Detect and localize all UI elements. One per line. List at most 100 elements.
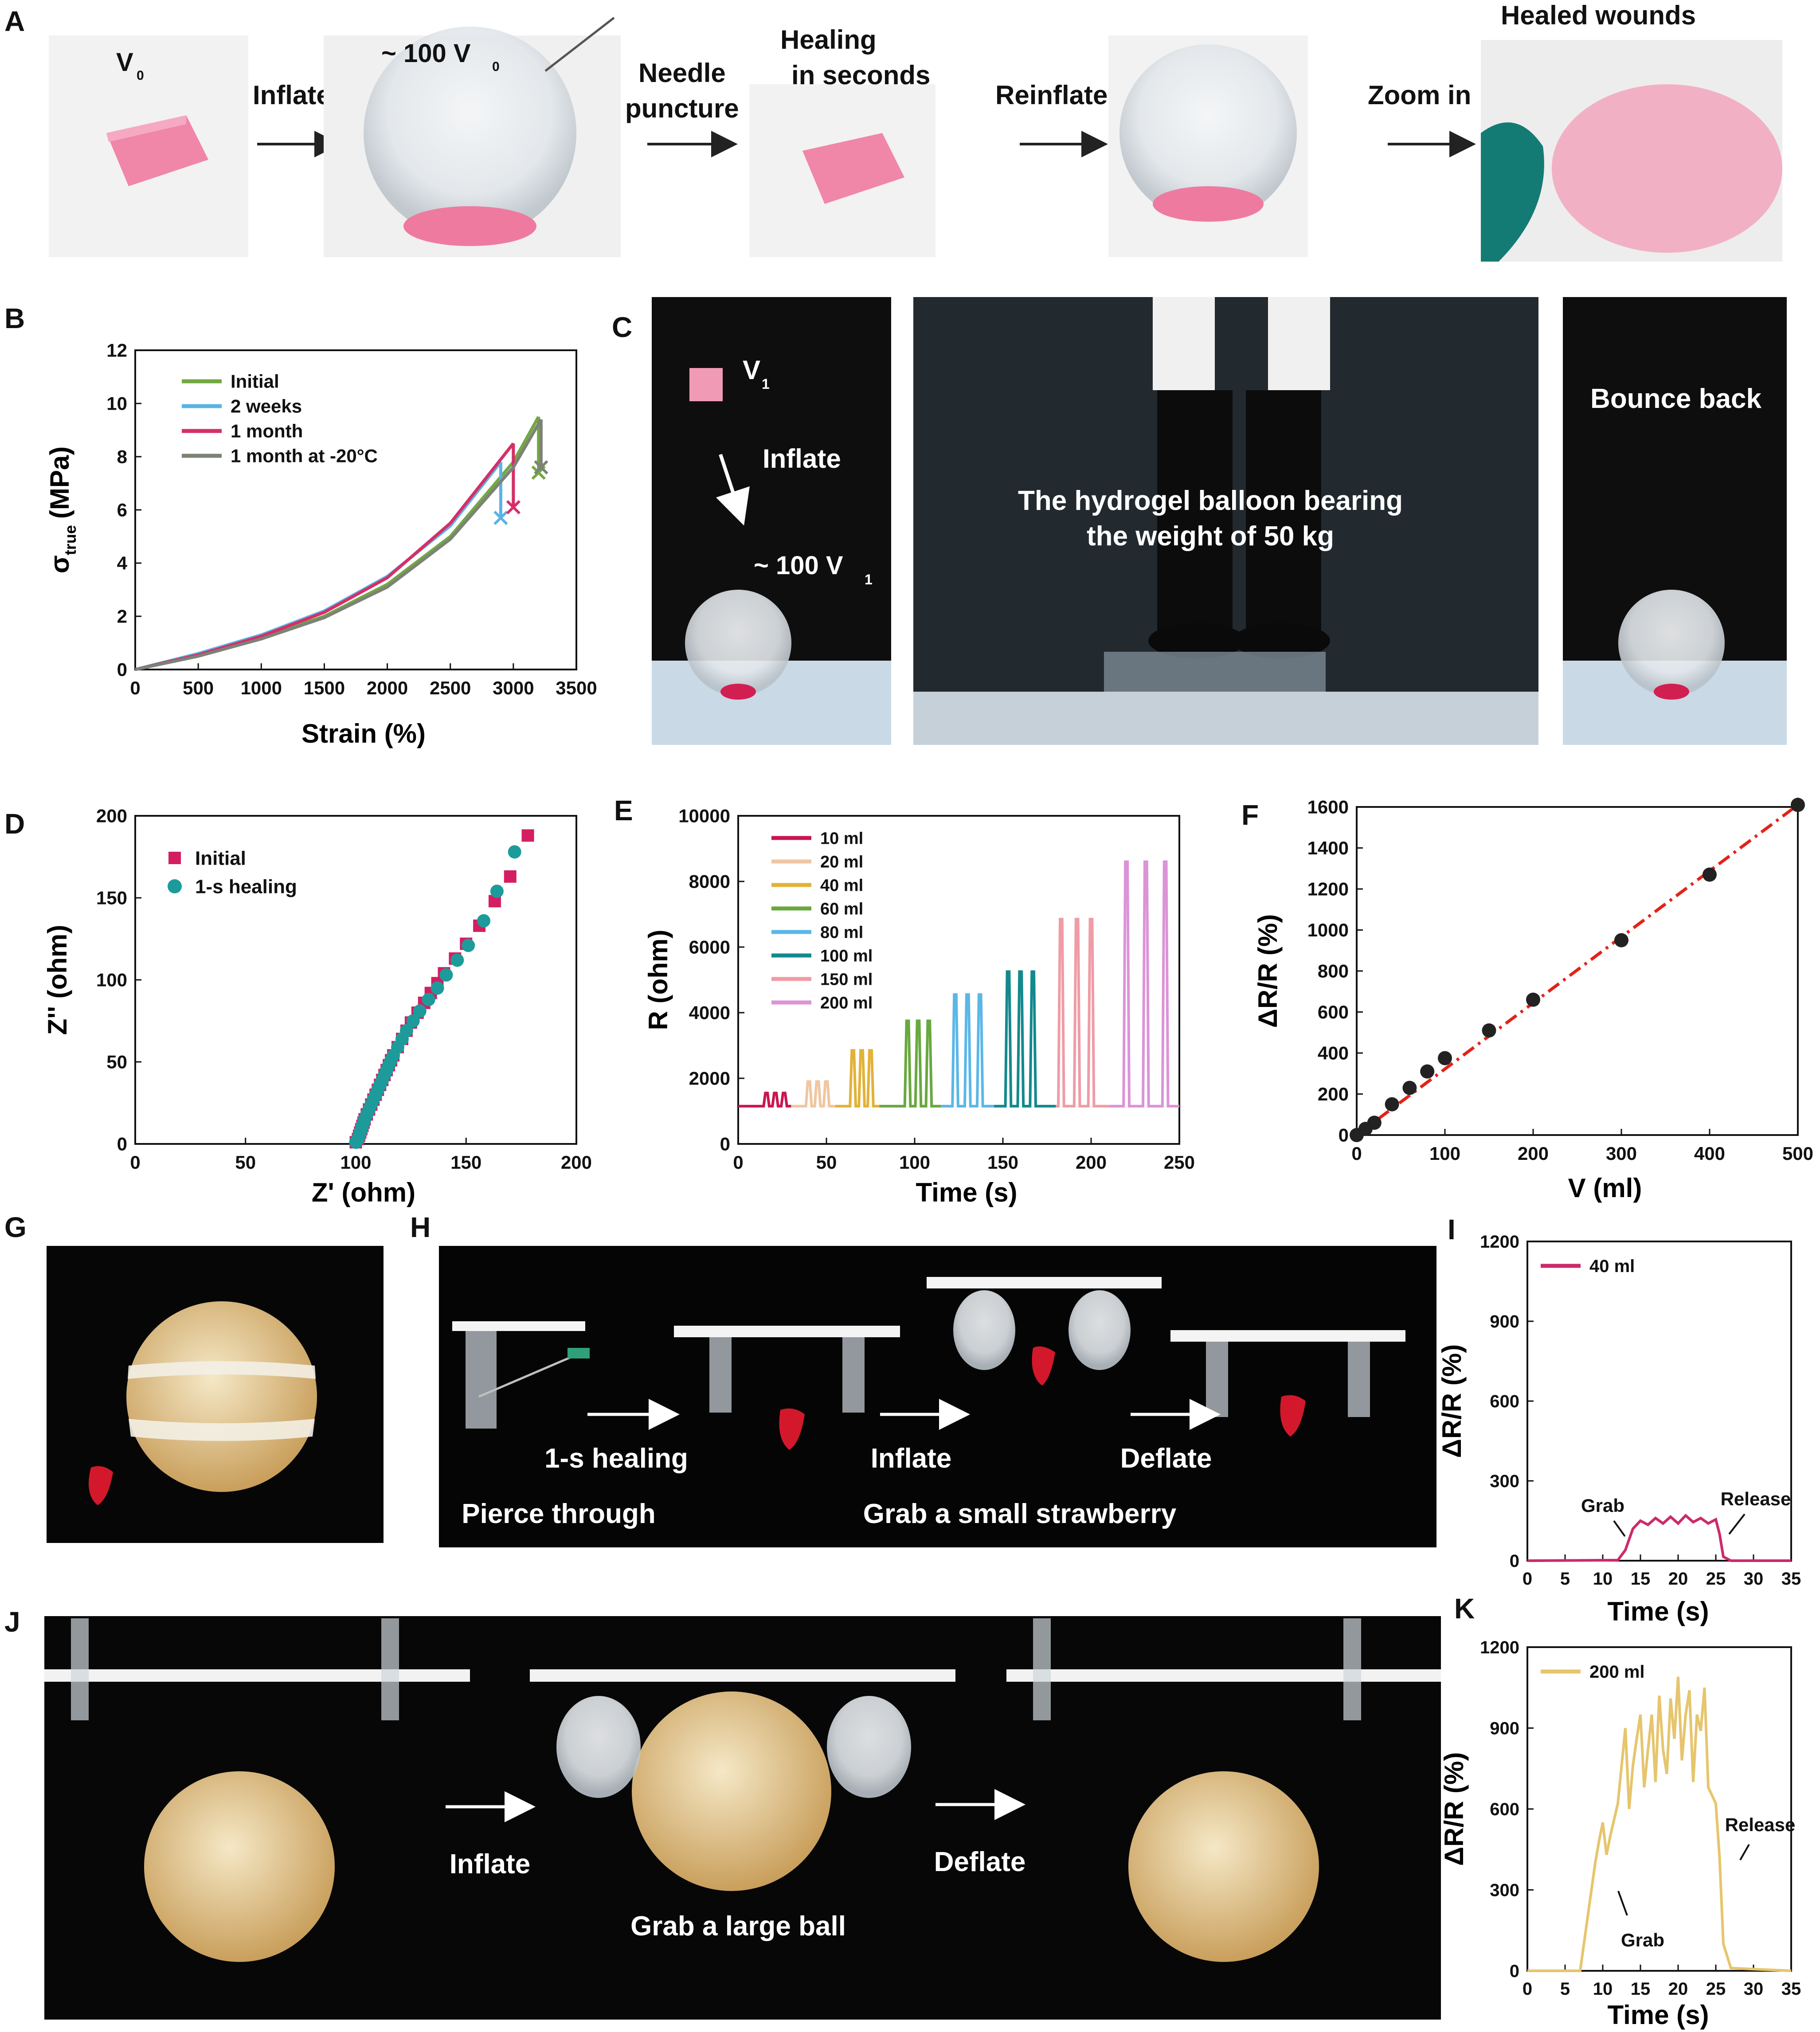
x-tick-label: 0: [1523, 1569, 1532, 1589]
annotation-release: Release: [1721, 1488, 1791, 1509]
data-point: [399, 1024, 413, 1038]
chart-i-frame: [1526, 1241, 1792, 1562]
series-line: [135, 442, 515, 671]
label-bearing-line1: The hydrogel balloon bearing: [1018, 485, 1403, 516]
panel-letter-b: B: [4, 302, 25, 334]
series-line: [738, 1092, 791, 1108]
x-tick-label: 400: [1694, 1143, 1725, 1164]
x-tick-label: 0: [130, 677, 140, 698]
panel-letter-k: K: [1454, 1593, 1475, 1625]
series-line: [791, 1080, 835, 1108]
svg-text:σtrue(MPa): σtrue (MPa): [45, 446, 79, 573]
hydrogel-cube-icon: [689, 368, 723, 401]
label-1s-healing: 1-s healing: [544, 1443, 688, 1474]
legend-label: 40 ml: [820, 876, 863, 895]
chart-b-ylabel-sub: true: [61, 525, 79, 555]
data-point: [1438, 1051, 1452, 1065]
y-tick-label: 0: [117, 659, 127, 680]
panel-c: V 1 Inflate ~ 100 V 1 The hydrogel ballo…: [652, 297, 1787, 745]
y-tick-label: 0: [1510, 1551, 1519, 1571]
x-tick-label: 20: [1668, 1979, 1688, 1999]
x-tick-label: 200: [1518, 1143, 1549, 1164]
arrow-c: [716, 454, 750, 526]
legend-label: 1-s healing: [195, 876, 297, 897]
x-tick-label: 20: [1668, 1569, 1688, 1589]
chart-e: Time (s) R (ohm) 0 50 100 150 200 250 0 2000 400…: [643, 806, 1195, 1207]
data-point: [1482, 1023, 1496, 1038]
label-v1-sub: 1: [762, 376, 770, 392]
y-tick-label: 200: [96, 806, 127, 826]
x-tick-label: 3500: [556, 677, 597, 698]
x-tick-label: 50: [235, 1152, 256, 1173]
y-tick-label: 1400: [1307, 838, 1349, 858]
chart-b-xlabel: Strain (%): [301, 719, 426, 748]
series-line: [1527, 1676, 1792, 1972]
chart-d-ylabel: Z'' (ohm): [43, 925, 72, 1035]
data-point: [1791, 798, 1805, 812]
x-tick-label: 250: [1164, 1152, 1195, 1173]
data-point: [413, 1004, 427, 1018]
balloon-c3: [1618, 590, 1725, 696]
annotation-leader: [1728, 1513, 1746, 1535]
x-tick-label: 150: [450, 1152, 481, 1173]
y-tick-label: 4000: [689, 1002, 730, 1023]
x-tick-label: 2000: [367, 677, 408, 698]
x-tick-label: 0: [130, 1152, 140, 1173]
large-ball-1: [144, 1771, 335, 1962]
y-tick-label: 8000: [689, 871, 730, 892]
y-tick-label: 600: [1490, 1392, 1519, 1411]
chart-i-xlabel: Time (s): [1608, 1597, 1709, 1626]
chart-k-xlabel: Time (s): [1608, 2000, 1709, 2030]
x-tick-label: 30: [1744, 1979, 1764, 1999]
chart-i-ylabel: ΔR/R (%): [1437, 1344, 1467, 1458]
label-zoom-in: Zoom in: [1368, 80, 1471, 110]
y-tick-label: 0: [720, 1134, 730, 1155]
label-pierce-through: Pierce through: [462, 1499, 656, 1529]
chart-e-xlabel: Time (s): [916, 1178, 1018, 1207]
label-healing: Healing: [780, 25, 877, 55]
label-100v0: ~ 100 V: [381, 39, 471, 68]
legend-label: 60 ml: [820, 900, 863, 918]
label-h-inflate: Inflate: [871, 1443, 952, 1474]
x-tick-label: 1500: [304, 677, 345, 698]
series-line: [135, 419, 543, 671]
chart-b-ylabel: σtrue (MPa): [45, 446, 79, 573]
x-tick-label: 25: [1706, 1979, 1726, 1999]
annotation-leader: [1739, 1844, 1750, 1860]
chart-f-ylabel: ΔR/R (%): [1253, 914, 1283, 1028]
y-tick-label: 12: [106, 340, 127, 361]
data-point: [422, 993, 435, 1006]
x-tick-label: 2500: [430, 677, 471, 698]
label-c-inflate: Inflate: [763, 444, 841, 474]
y-tick-label: 4: [117, 553, 128, 574]
y-tick-label: 1000: [1307, 920, 1349, 940]
chart-b: Strain (%) σtrue (MPa) 0 500 1000 1500 2000 25…: [45, 340, 597, 748]
chart-e-ylabel: R (ohm): [643, 930, 673, 1030]
y-tick-label: 1200: [1480, 1232, 1519, 1252]
panel-letter-h: H: [410, 1211, 431, 1243]
data-point: [1402, 1081, 1417, 1095]
foam-ball: [126, 1301, 317, 1492]
data-point: [1367, 1116, 1382, 1130]
legend-label: 150 ml: [820, 970, 873, 989]
x-tick-label: 35: [1781, 1569, 1801, 1589]
label-healed-wounds: Healed wounds: [1501, 0, 1696, 30]
label-v1: V: [743, 355, 760, 385]
y-tick-label: 1200: [1307, 879, 1349, 900]
x-tick-label: 100: [1429, 1143, 1460, 1164]
x-tick-label: 0: [1523, 1979, 1532, 1999]
legend-label: 200 ml: [820, 994, 873, 1012]
label-puncture: puncture: [625, 94, 739, 123]
label-100v0-sub: 0: [492, 59, 500, 74]
label-v0: V: [116, 48, 133, 77]
fracture-marker: [506, 500, 521, 515]
legend-label: 1 month at -20°C: [231, 446, 378, 466]
label-100v1-sub: 1: [865, 572, 873, 587]
series-line: [135, 461, 502, 671]
y-tick-label: 600: [1318, 1002, 1349, 1022]
x-tick-label: 15: [1631, 1979, 1651, 1999]
y-tick-label: 1600: [1307, 797, 1349, 818]
data-point: [406, 1014, 420, 1028]
fracture-marker: [534, 460, 548, 475]
chart-b-ylabel-unit: (MPa): [45, 446, 74, 519]
